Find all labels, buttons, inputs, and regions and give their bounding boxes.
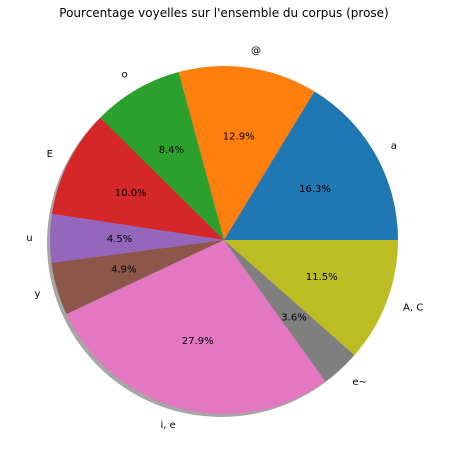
- pct-label-o-2: 8.4%: [159, 145, 184, 156]
- pie-slice-a-c-8: [224, 240, 398, 356]
- pct-label-x-1: 12.9%: [223, 132, 255, 143]
- pie-slice-a-0: [224, 91, 398, 240]
- pct-label-e-3: 10.0%: [115, 188, 147, 199]
- slice-label-a-c-8: A, C: [403, 303, 423, 314]
- percentage-labels: 16.3% 12.9% 8.4% 10.0% 4.5% 4.9% 27.9% 3.6% 11.5…: [107, 132, 338, 347]
- slice-label-a-0: a: [391, 141, 397, 152]
- slice-labels: a @ o Eu y i, e e~ A, C: [26, 46, 423, 432]
- slice-label-y-5: y: [34, 289, 40, 300]
- pie-slices: [49, 65, 398, 415]
- pct-label-a-c-8: 11.5%: [306, 272, 338, 283]
- chart-title: Pourcentage voyelles sur l'ensemble du c…: [59, 6, 388, 20]
- pie-slice-y-5: [51, 240, 225, 315]
- pct-label-i-e-6: 27.9%: [182, 336, 214, 347]
- slice-label-x-1: @: [251, 46, 261, 57]
- pct-label-a-0: 16.3%: [299, 184, 331, 195]
- pie-slice-x-1: [178, 65, 315, 240]
- slice-label-u-4: u: [26, 233, 32, 244]
- slice-label-i-e-6: i, e: [161, 420, 176, 431]
- pie-slice-i-e-6: [66, 240, 326, 415]
- slice-label-e-3: E: [47, 149, 53, 160]
- pct-label-u-4: 4.5%: [107, 234, 132, 245]
- slice-label-e-7: e~: [352, 377, 367, 388]
- pct-label-y-5: 4.9%: [111, 264, 136, 275]
- pie-slice-e-3: [51, 117, 224, 240]
- pie-slice-u-4: [49, 213, 224, 263]
- pie-slice-e-7: [224, 240, 355, 382]
- pct-label-e-7: 3.6%: [281, 312, 306, 323]
- pie-slice-o-2: [100, 72, 224, 241]
- slice-label-o-2: o: [121, 70, 127, 81]
